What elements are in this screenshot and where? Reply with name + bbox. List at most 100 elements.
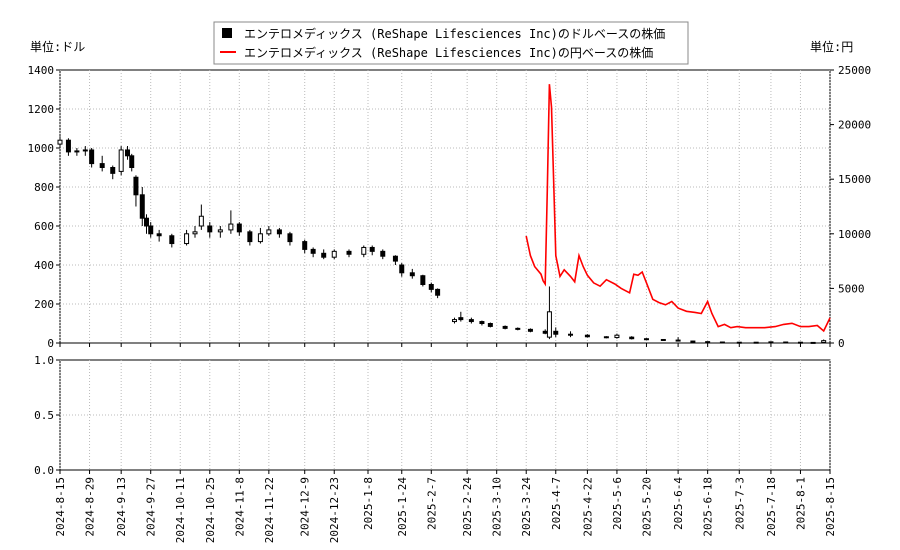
x-tick-label: 2025-4-22 <box>581 477 594 537</box>
candle-body <box>346 250 352 255</box>
candle-body <box>266 229 272 235</box>
candle-body <box>458 317 464 321</box>
legend-label-dollar: エンテロメディックス (ReShape Lifesciences Inc)のドル… <box>244 26 665 41</box>
candle-body <box>321 252 327 258</box>
legend-box <box>213 21 689 65</box>
x-tick-label: 2025-3-24 <box>520 477 533 537</box>
candle-body <box>468 319 474 323</box>
left-tick-label: 600 <box>34 220 54 233</box>
candle-body <box>584 334 590 338</box>
candle-body <box>133 176 139 196</box>
candle-body <box>821 340 827 343</box>
candle-body <box>310 248 316 254</box>
candle-body <box>392 255 398 262</box>
x-tick-label: 2025-8-15 <box>824 477 837 537</box>
x-tick-label: 2024-9-27 <box>145 477 158 537</box>
x-tick-label: 2025-1-8 <box>362 477 375 530</box>
lower-tick-label: 1.0 <box>34 354 54 367</box>
lower-tick-label: 0.0 <box>34 464 54 477</box>
candle-body <box>207 225 213 233</box>
x-axis: 2024-8-15 2024-8-29 2024-9-13 2024-9-27 2024… <box>54 343 837 543</box>
candle-body <box>428 284 434 290</box>
lower-tick-label: 0.5 <box>34 409 54 422</box>
candle-body <box>228 223 234 231</box>
candle-body <box>369 246 375 252</box>
left-tick-label: 1200 <box>28 103 55 116</box>
candle-body <box>614 334 620 339</box>
left-tick-label: 400 <box>34 259 54 272</box>
x-tick-label: 2025-5-6 <box>611 477 624 530</box>
candle-body <box>184 233 190 245</box>
candle-body <box>660 338 666 341</box>
candle-body <box>361 246 367 255</box>
x-tick-label: 2025-1-24 <box>396 477 409 537</box>
candle-body <box>515 327 521 330</box>
left-unit-label: 単位:ドル <box>30 39 85 54</box>
candle-body <box>675 339 681 342</box>
x-tick-label: 2025-6-18 <box>702 477 715 537</box>
candle-body <box>810 341 816 344</box>
x-tick-label: 2024-9-13 <box>115 477 128 537</box>
candle-body <box>451 319 457 323</box>
candle-body <box>753 341 759 344</box>
x-tick-label: 2025-6-4 <box>672 477 685 530</box>
candle-body <box>542 330 548 334</box>
candle-body <box>148 225 154 235</box>
legend: エンテロメディックス (ReShape Lifesciences Inc)のドル… <box>213 21 689 65</box>
candle-body <box>399 264 405 274</box>
left-tick-label: 1400 <box>28 64 55 77</box>
candle-body <box>125 149 131 157</box>
right-tick-label: 20000 <box>838 119 871 132</box>
x-tick-label: 2024-10-11 <box>174 477 187 543</box>
left-tick-label: 0 <box>47 337 54 350</box>
main-plot-area <box>59 69 831 344</box>
x-tick-label: 2024-8-15 <box>54 477 67 537</box>
candle-body <box>65 139 71 153</box>
right-tick-label: 0 <box>838 337 845 350</box>
x-tick-label: 2025-7-18 <box>765 477 778 537</box>
candle-body <box>643 338 649 341</box>
candle-body <box>690 340 696 343</box>
right-axis: 0 5000 10000 15000 20000 25000 <box>830 64 871 350</box>
x-tick-label: 2024-11-22 <box>263 477 276 543</box>
candle-body <box>247 231 253 243</box>
candle-body <box>302 241 308 250</box>
candle-body <box>719 341 725 344</box>
candle-body <box>553 330 559 335</box>
candle-body <box>129 155 135 169</box>
candle-body <box>74 150 80 153</box>
candle-body <box>169 235 175 245</box>
candle-body <box>143 217 149 227</box>
candle-body <box>603 336 609 339</box>
left-tick-label: 200 <box>34 298 54 311</box>
candle-body <box>192 231 198 235</box>
candle-body <box>502 325 508 329</box>
candle-body <box>435 288 441 296</box>
candle-body <box>276 229 282 235</box>
candle-body <box>629 336 635 340</box>
x-tick-label: 2025-8-1 <box>794 477 807 530</box>
candles <box>57 136 827 344</box>
candle-body <box>257 233 263 243</box>
legend-label-yen: エンテロメディックス (ReShape Lifesciences Inc)の円ベ… <box>244 45 653 60</box>
x-tick-label: 2024-12-23 <box>328 477 341 543</box>
x-tick-label: 2024-10-25 <box>204 477 217 543</box>
candle-body <box>236 223 242 233</box>
x-tick-label: 2025-7-3 <box>733 477 746 530</box>
candle-body <box>479 321 485 324</box>
legend-marker-dollar <box>222 28 232 38</box>
candle-body <box>82 149 88 152</box>
left-axis: 0 200 400 600 800 1000 1200 1400 <box>28 64 60 350</box>
candle-body <box>217 229 223 233</box>
lower-grid <box>59 360 831 470</box>
x-tick-label: 2025-2-24 <box>461 477 474 537</box>
x-tick-label: 2025-2-7 <box>425 477 438 530</box>
candle-body <box>110 167 116 174</box>
candle-body <box>198 215 204 227</box>
candle-body <box>783 341 789 344</box>
candle-body <box>118 149 124 172</box>
yen-price-line <box>525 84 831 333</box>
candle-body <box>287 233 293 243</box>
candle-body <box>546 311 552 338</box>
candle-body <box>139 194 145 219</box>
